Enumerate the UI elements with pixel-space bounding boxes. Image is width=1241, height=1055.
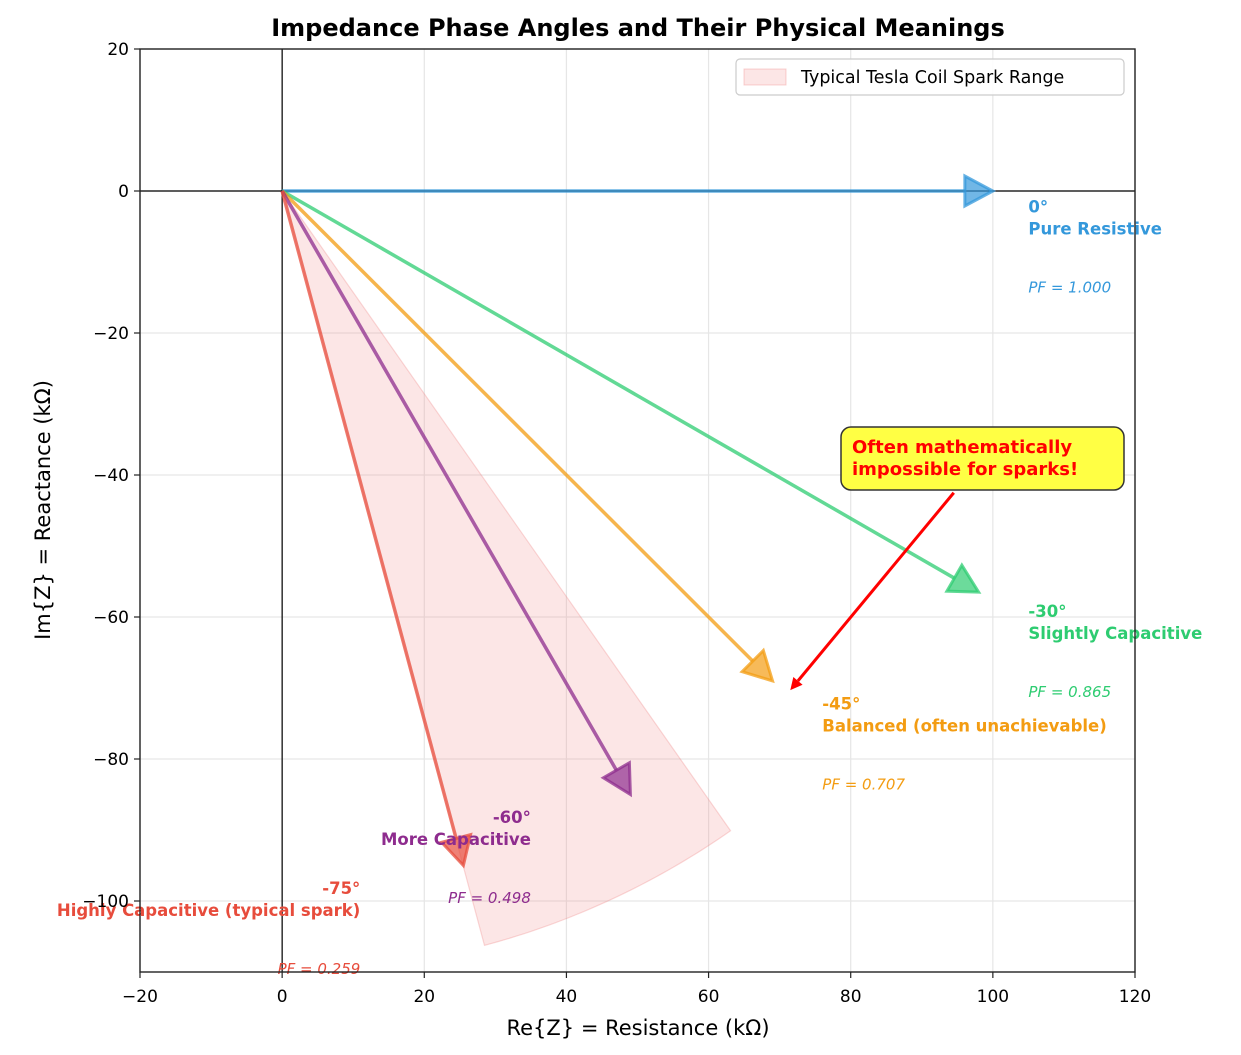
- vector-arrowhead-1: [944, 562, 982, 594]
- x-tick-label: 20: [413, 987, 435, 1007]
- callout-text-line2: impossible for sparks!: [852, 459, 1078, 480]
- vector-description-label: Balanced (often unachievable): [822, 716, 1106, 735]
- plot-frame: [139, 48, 1136, 973]
- spark-range-layer: [281, 190, 732, 947]
- vector-line-2: [280, 189, 754, 663]
- y-axis-title: Im{Z} = Reactance (kΩ): [31, 380, 55, 640]
- vector-description-label: More Capacitive: [381, 830, 531, 849]
- x-tick-label: 0: [277, 987, 288, 1007]
- vector-angle-label: -45°: [822, 694, 860, 713]
- power-factor-label: PF = 0.259: [278, 960, 361, 978]
- x-tick-label: 40: [556, 987, 578, 1007]
- x-tick-label: −20: [122, 987, 158, 1007]
- vector-angle-label: -60°: [493, 808, 531, 827]
- vector-line-1: [281, 189, 956, 580]
- y-tick-label: 20: [107, 40, 129, 60]
- callout-box: [840, 426, 1125, 491]
- vector-arrowhead-0: [963, 173, 997, 209]
- legend-swatch: [743, 68, 787, 86]
- vector-description-label: Pure Resistive: [1028, 219, 1162, 238]
- y-tick-label: −40: [93, 466, 129, 486]
- y-tick-label: 0: [118, 182, 129, 202]
- x-tick-label: 60: [698, 987, 720, 1007]
- y-tick-label: −80: [93, 750, 129, 770]
- x-tick-label: 120: [1119, 987, 1151, 1007]
- legend-label: Typical Tesla Coil Spark Range: [800, 68, 1064, 88]
- x-tick-label: 100: [977, 987, 1009, 1007]
- vector-description-label: Slightly Capacitive: [1028, 624, 1202, 643]
- vector-angle-label: -75°: [322, 879, 360, 898]
- y-tick-label: −20: [93, 324, 129, 344]
- legend-box: [735, 58, 1125, 96]
- vector-description-label: Highly Capacitive (typical spark): [57, 901, 360, 920]
- chart-title: Impedance Phase Angles and Their Physica…: [271, 14, 1005, 42]
- power-factor-label: PF = 0.865: [1028, 683, 1111, 701]
- power-factor-label: PF = 0.498: [448, 889, 531, 907]
- callout-text-line1: Often mathematically: [852, 437, 1072, 458]
- vector-labels: 0° Pure Resistive PF = 1.000 -30° Slightly C…: [57, 197, 1202, 978]
- y-tick-label: −100: [82, 892, 129, 912]
- vector-arrowhead-2: [739, 647, 775, 684]
- vector-line-3: [280, 190, 618, 772]
- power-factor-label: PF = 0.707: [822, 775, 905, 793]
- y-axis-ticks: 20 0 −20 −40 −60 −80 −100: [82, 40, 140, 912]
- phase-vectors: [280, 173, 997, 869]
- vector-arrowhead-3: [600, 760, 632, 798]
- vector-angle-label: 0°: [1028, 197, 1048, 216]
- spark-range-wedge: [281, 190, 732, 947]
- callout-arrow-line: [796, 491, 955, 682]
- power-factor-label: PF = 1.000: [1028, 278, 1111, 296]
- vector-arrowhead-4: [438, 832, 473, 869]
- x-axis-ticks: −20 0 20 40 60 80 100 120: [122, 972, 1151, 1007]
- vector-line-4: [280, 190, 458, 839]
- vector-angle-label: -30°: [1028, 602, 1066, 621]
- x-tick-label: 80: [840, 987, 862, 1007]
- legend: Typical Tesla Coil Spark Range: [735, 58, 1125, 96]
- callout-arrowhead: [790, 677, 803, 691]
- x-axis-title: Re{Z} = Resistance (kΩ): [506, 1016, 769, 1040]
- y-tick-label: −60: [93, 608, 129, 628]
